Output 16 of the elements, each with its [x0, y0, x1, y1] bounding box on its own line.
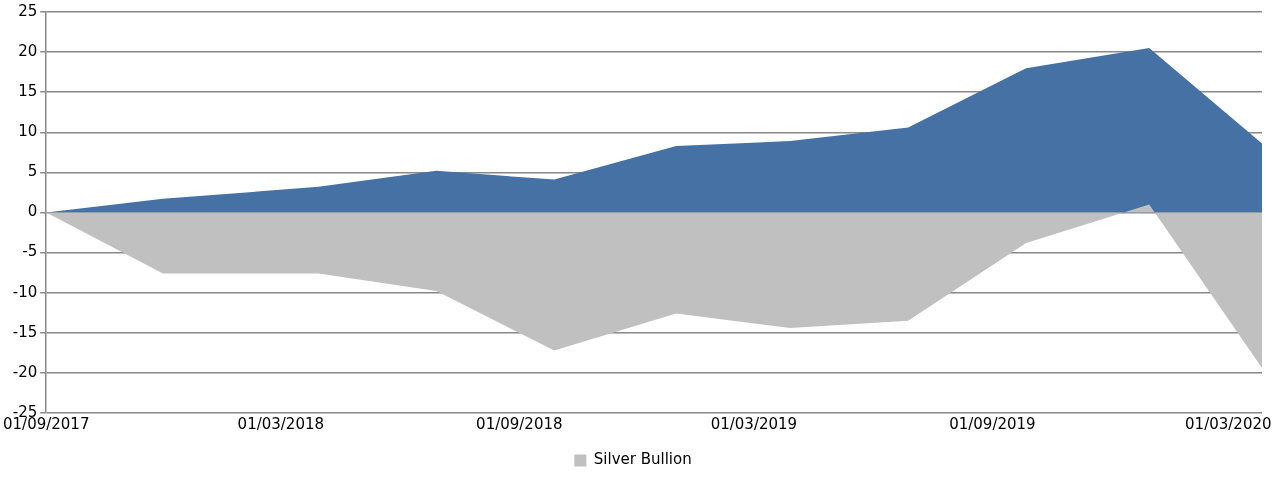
y-tick-label: 0: [27, 202, 38, 221]
y-tick-label: -15: [12, 322, 38, 341]
y-tick-label: 10: [18, 122, 38, 141]
legend-label: Silver Bullion: [593, 450, 692, 469]
x-tick-label: 01/09/2019: [949, 414, 1036, 433]
x-tick-label: 01/03/2020: [1185, 414, 1272, 433]
y-tick-label: 25: [18, 1, 38, 20]
y-tick-label: -10: [12, 282, 38, 301]
y-tick-label: 20: [18, 41, 38, 60]
y-tick-label: -5: [22, 242, 38, 261]
x-tick-label: 01/03/2018: [237, 414, 325, 433]
y-tick-label: -20: [12, 362, 38, 381]
x-tick-label: 01/09/2018: [476, 414, 563, 433]
x-tick-label: 01/03/2019: [710, 414, 798, 433]
y-tick-label: 5: [27, 162, 38, 181]
y-tick-label: 15: [18, 82, 38, 101]
